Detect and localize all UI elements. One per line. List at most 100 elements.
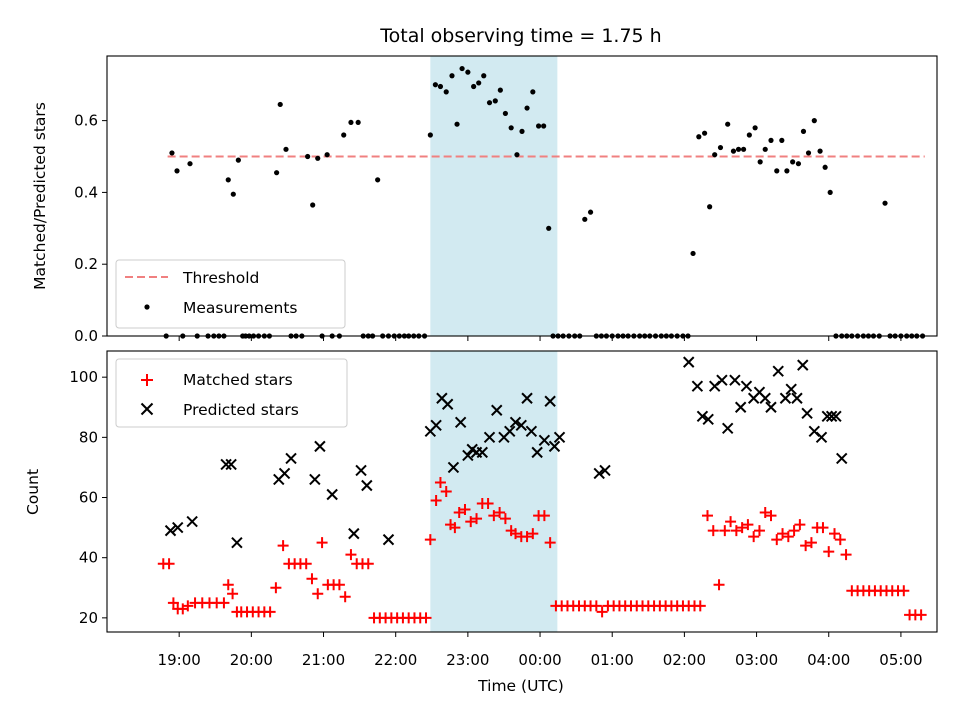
matched-point xyxy=(742,519,754,531)
matched-point xyxy=(300,558,312,570)
measurement-point xyxy=(471,83,477,90)
predicted-point xyxy=(815,431,828,444)
count-legend: Matched stars Predicted stars xyxy=(115,358,348,428)
matched-point xyxy=(316,537,328,549)
measurement-point xyxy=(762,146,768,152)
measurement-point xyxy=(746,132,752,138)
measurement-point xyxy=(774,168,780,174)
y-tick-label: 0.4 xyxy=(74,183,98,201)
predicted-point xyxy=(779,392,792,404)
predicted-point xyxy=(734,401,747,413)
predicted-point xyxy=(278,467,291,480)
predicted-point xyxy=(696,410,709,422)
matched-point xyxy=(898,585,910,597)
measurement-point xyxy=(324,152,330,158)
predicted-point xyxy=(504,425,516,438)
measurement-point xyxy=(283,146,289,152)
measurement-point xyxy=(432,82,438,88)
predicted-legend-swatch xyxy=(140,402,154,416)
measurement-point xyxy=(752,125,758,131)
count-points xyxy=(157,356,927,624)
y-tick-label: 0.2 xyxy=(74,255,98,273)
measurement-point xyxy=(800,128,807,134)
ratio-axes-frame xyxy=(106,55,938,337)
predicted-point xyxy=(441,398,454,410)
predicted-point xyxy=(729,374,741,386)
measurement-point xyxy=(822,164,828,170)
predicted-point xyxy=(593,467,605,480)
matched-point xyxy=(218,597,230,609)
predicted-point xyxy=(314,440,326,453)
matched-point xyxy=(544,537,556,549)
measurement-point xyxy=(702,130,708,136)
predicted-point xyxy=(476,446,489,459)
matched-point xyxy=(163,558,175,570)
measurement-point xyxy=(375,177,381,183)
matched-point xyxy=(719,525,731,537)
measurement-point xyxy=(582,216,588,222)
x-axis-ticks: 19:00 20:00 21:00 22:00 23:00 00:00 01:00 02:00… xyxy=(158,651,923,669)
y-tick-label: 0.0 xyxy=(74,327,98,345)
predicted-point xyxy=(515,419,527,432)
predicted-point xyxy=(599,464,611,477)
ratio-panel: 0.0 0.2 0.4 0.6 Matched/Predicted stars Thr… xyxy=(31,55,938,345)
measurement-point xyxy=(587,209,594,215)
predicted-legend-label: Predicted stars xyxy=(183,401,299,419)
predicted-point xyxy=(716,374,728,386)
matched-point xyxy=(488,510,500,522)
predicted-point xyxy=(447,461,460,474)
measurement-point xyxy=(730,148,737,154)
measurement-point xyxy=(454,121,460,127)
predicted-point xyxy=(548,440,561,453)
predicted-point xyxy=(825,410,838,422)
count-legend-box xyxy=(115,358,348,428)
x-tick-label: 19:00 xyxy=(158,651,201,669)
predicted-point xyxy=(721,422,734,435)
measurement-point xyxy=(310,202,316,208)
matched-point xyxy=(465,516,477,528)
matched-point xyxy=(707,525,719,537)
matched-point xyxy=(840,549,852,561)
matched-point xyxy=(312,588,324,600)
matched-point xyxy=(306,573,318,585)
x-tick-label: 22:00 xyxy=(374,651,417,669)
matched-legend-label: Matched stars xyxy=(183,371,293,389)
matched-point xyxy=(759,507,771,519)
predicted-point xyxy=(430,419,442,432)
matched-point xyxy=(453,507,465,519)
measurement-point xyxy=(277,101,283,108)
x-tick-label: 00:00 xyxy=(518,651,561,669)
matched-point xyxy=(222,579,234,591)
measurement-point xyxy=(235,157,241,163)
predicted-point xyxy=(491,404,503,416)
matched-point xyxy=(227,588,239,600)
matched-point xyxy=(339,591,351,603)
matched-point xyxy=(753,525,765,537)
predicted-point xyxy=(164,524,177,537)
matched-point xyxy=(167,597,179,609)
matched-point xyxy=(713,579,725,591)
measurement-point xyxy=(524,105,530,111)
matched-point xyxy=(494,507,506,519)
measurement-point xyxy=(827,189,833,196)
measurement-point xyxy=(541,123,547,129)
measurement-point xyxy=(465,69,471,75)
measurements-legend-label: Measurements xyxy=(183,299,298,317)
measurement-point xyxy=(481,73,487,79)
predicted-point xyxy=(538,434,551,447)
measurement-point xyxy=(882,200,888,206)
predicted-point xyxy=(285,452,297,465)
x-tick-label: 20:00 xyxy=(230,651,273,669)
measurement-point xyxy=(230,191,236,197)
predicted-point xyxy=(225,458,237,471)
predicted-point xyxy=(348,527,360,540)
predicted-point xyxy=(382,533,395,546)
predicted-point xyxy=(462,449,474,462)
predicted-point xyxy=(525,425,538,438)
measurement-point xyxy=(519,128,525,134)
ratio-legend: Threshold Measurements xyxy=(115,259,346,329)
predicted-point xyxy=(531,446,543,459)
ratio-axis-ticks: 0.0 0.2 0.4 0.6 xyxy=(74,112,902,345)
y-tick-label: 80 xyxy=(79,428,98,446)
matched-point xyxy=(434,476,446,488)
